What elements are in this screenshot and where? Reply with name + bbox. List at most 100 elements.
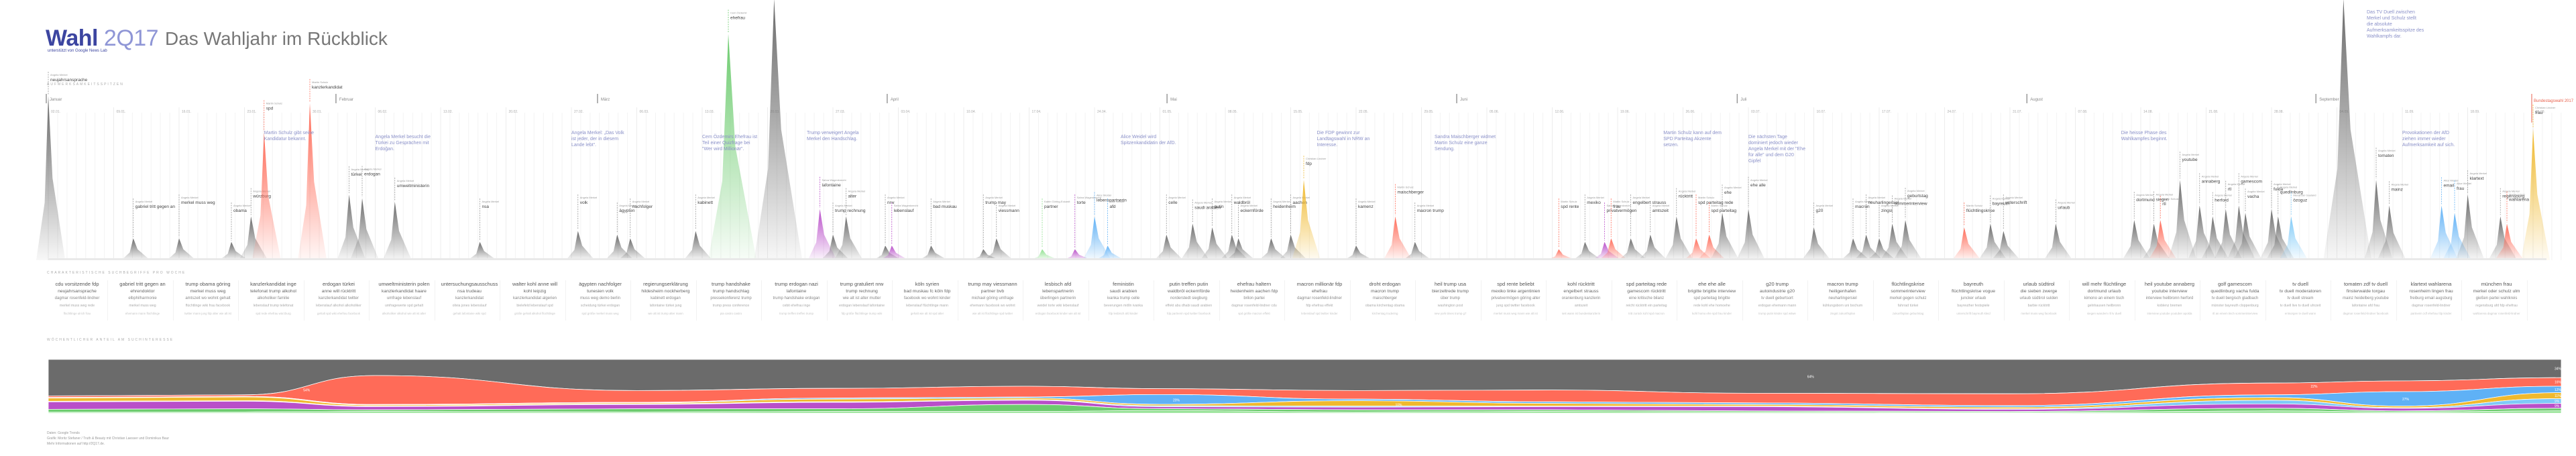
search-term-row: zukunftsplan geburtstag <box>1892 312 1924 315</box>
peak-person-label: Angela Merkel <box>351 168 369 171</box>
week-tick-label: 08.05. <box>1228 110 1237 114</box>
peak-person-label: Angela Merkel <box>2058 201 2075 205</box>
peak-area <box>2043 223 2073 260</box>
search-term-row: scheidung türkei erdogan <box>580 304 620 308</box>
peak-area <box>36 96 66 260</box>
peak-term-label: kanzlerkandidat <box>312 85 343 90</box>
search-term-row: lafontaine türkei jung <box>649 304 682 308</box>
week-terms: gabriel tritt gegen an ehrendoktor elbphil… <box>113 280 174 321</box>
search-term-row: kabinett erdogan <box>651 296 681 300</box>
search-term-row: wahlarena dagmar rosenfeld-lindner <box>2473 312 2520 315</box>
peak-term-label: ägypten <box>619 209 635 213</box>
peak-person-label: Martin Schulz <box>1966 204 1982 207</box>
stream-martin-schulz <box>48 375 2562 406</box>
search-term-row: spd größe macron effekt <box>1238 312 1270 315</box>
search-term-row: kanzlerkandidat inge <box>250 281 296 287</box>
peak-term-label: spd parteitag rede <box>1698 201 1734 205</box>
peak-area <box>1952 227 1981 260</box>
week-terms: cdu vorsitzende fdp neujahrsansprache dagm… <box>47 280 108 321</box>
peak-term-label: aachen <box>1293 201 1308 205</box>
week-terms: g20 trump autoindustrie g20 tv duell gebur… <box>1747 280 1808 321</box>
peak-area <box>2495 223 2524 260</box>
search-term-row: washington post <box>1437 304 1463 308</box>
week-tick-label: 21.08. <box>2209 110 2219 114</box>
peak-term-label: vacha <box>2247 194 2259 199</box>
peak-area <box>2148 220 2178 260</box>
search-term-row: alkoholiker alkohol wie alt ist alter <box>382 312 427 315</box>
search-term-row: erdogan ehemann mann <box>1758 304 1797 308</box>
annotation-text: Angela Merkel: „Das Volk <box>571 131 624 135</box>
peak-term-label: merkel muss weg <box>181 201 215 205</box>
search-term-row: größe gehalt alkohol flüchtlinge <box>514 312 555 315</box>
peak-person-label: Martin Schulz <box>2509 193 2525 196</box>
credit-more-info: Mehr Informationen auf http://2Q17.de. <box>47 442 105 446</box>
stream-cem-özdemir <box>48 404 2562 413</box>
peak-term-label: eckernförde <box>1241 209 1264 213</box>
search-term-row: regensburg afd fdp ehefrau <box>2475 304 2518 308</box>
week-tick-label: 26.06. <box>1686 110 1695 114</box>
search-term-row: fdp ehefrau effekt <box>1306 304 1333 308</box>
week-terms: golf gamescom quedlinburg vacha fulda tv d… <box>2205 280 2266 321</box>
search-term-row: umfragewerte spd gehalt <box>384 304 424 308</box>
annotation-text: Merkel den Handschlag. <box>807 137 858 141</box>
search-term-row: kohl homo ehe spd frau kinder <box>1691 312 1732 315</box>
logo: Wahl 2Q17 <box>46 25 159 52</box>
peak-term-label: dortmund <box>2136 198 2155 203</box>
week-terms: urlaub südtirol die sieben zwerge urlaub s… <box>2009 280 2070 321</box>
peak-person-label: Alice Weidel <box>1097 194 1111 197</box>
annotation-text: Aufmerksamkeit auf sich. <box>2402 143 2455 148</box>
peak-area <box>1547 249 1576 260</box>
peak-term-label: geburtstag <box>1907 194 1928 198</box>
peak-person-label: Angela Merkel <box>999 204 1016 207</box>
peak-term-label: sommerinterview <box>1895 202 1927 207</box>
peak-person-label: Angela Merkel <box>835 204 852 207</box>
week-tick-label: 15.05. <box>1294 110 1303 114</box>
search-term-row: finsterwalde torgau <box>2346 289 2386 294</box>
peak-area <box>1618 238 1648 260</box>
week-tick-label: 30.01. <box>313 110 322 114</box>
annotation-text: Erdoğan. <box>376 147 394 152</box>
peak-area <box>1573 241 1602 260</box>
search-term-row: autoindustrie g20 <box>1759 289 1795 294</box>
search-term-row: trump putin kinder spd witwe <box>1758 312 1796 315</box>
annotation-text: setzen. <box>1663 143 1679 148</box>
peak-term-label: neujahrsansprache <box>50 78 88 82</box>
peak-term-label: frau <box>1613 205 1621 209</box>
week-tick-label: 09.01. <box>117 110 126 114</box>
search-term-row: anne will rücktritt <box>321 289 356 294</box>
week-terms: walter kohl anne will kohl leipzig kanzler… <box>505 280 566 321</box>
search-term-row: mainz heidelberg youtube <box>2343 296 2389 300</box>
peak-area <box>251 132 281 260</box>
peak-area <box>618 238 647 260</box>
search-term-row: maischberger <box>1372 296 1398 300</box>
week-tick-label: 27.03. <box>836 110 845 114</box>
annotation-text: dominiert jedoch wieder <box>1748 141 1799 146</box>
week-terms: lesbisch afd lebenspartnerin überlingen pa… <box>1028 280 1089 321</box>
peak-term-label: volk <box>580 201 588 205</box>
share-label: 22% <box>2311 385 2318 389</box>
peak-term-label: lebenslauf <box>894 209 914 213</box>
peak-term-label: heidenheim <box>1273 205 1296 209</box>
search-term-row: amtszeit <box>1574 304 1588 308</box>
credit-source: Daten: Google Trends <box>47 431 80 435</box>
peak-term-label: spd <box>266 106 274 111</box>
search-term-row: macron trump <box>1371 289 1399 294</box>
peak-person-label: Angela Merkel <box>135 200 153 203</box>
annotation-text: Sandra Maischberger widmet <box>1435 135 1496 139</box>
baseline-band <box>48 258 2546 260</box>
week-terms: bayreuth flüchtlingskrise vogue juncker ur… <box>1944 280 2005 321</box>
search-term-row: twitter mann jung fdp alter wie alt ist <box>184 312 231 315</box>
peak-term-label: nsa <box>482 205 490 209</box>
peak-person-label: Angela Merkel <box>2280 186 2298 189</box>
search-term-row: amtszeit wo wohnt gehalt <box>185 296 231 300</box>
search-term-row: dagmar rosenfeld-lindner cdu <box>1231 304 1277 308</box>
week-tick-label: 29.05. <box>1424 110 1434 114</box>
search-term-row: bayreuth <box>1963 281 1984 287</box>
peak-term-label: erdogan <box>364 172 380 176</box>
peak-area <box>2323 0 2372 260</box>
share-label: 20% <box>1173 398 1180 402</box>
week-terms: droht erdogan macron trump maischberger oba… <box>1355 280 1416 321</box>
search-term-row: macron millionär fdp <box>1296 281 1343 287</box>
week-terms: regierungserklärung hildesheim nockherber… <box>636 280 697 321</box>
search-term-row: fahrrad türkei <box>1897 304 1919 308</box>
